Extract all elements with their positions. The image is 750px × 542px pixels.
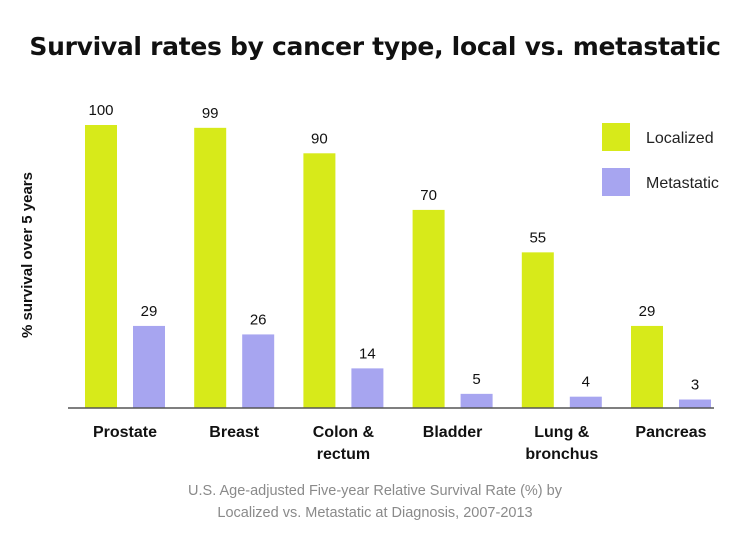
y-axis-label: % survival over 5 years <box>19 172 36 338</box>
bar-metastatic-3 <box>460 393 493 408</box>
x-tick-label-2-1: rectum <box>317 446 370 463</box>
chart-caption: U.S. Age-adjusted Five-year Relative Sur… <box>0 480 750 524</box>
legend-label-localized: Localized <box>646 130 714 147</box>
caption-line-2: Localized vs. Metastatic at Diagnosis, 2… <box>217 505 533 521</box>
x-tick-label-0-0: Prostate <box>93 424 157 441</box>
y-axis-label-group: % survival over 5 years <box>19 172 36 338</box>
data-label-localized-4: 55 <box>529 229 546 246</box>
data-label-metastatic-4: 4 <box>582 374 590 391</box>
bar-localized-2 <box>303 153 336 408</box>
x-tick-label-2-0: Colon & <box>313 424 375 441</box>
data-label-localized-3: 70 <box>420 187 437 204</box>
bar-localized-3 <box>412 209 445 408</box>
bar-localized-0 <box>85 125 117 408</box>
legend-label-metastatic: Metastatic <box>646 175 719 192</box>
bar-localized-5 <box>631 325 663 408</box>
x-tick-label-1-0: Breast <box>209 424 259 441</box>
bar-localized-4 <box>521 252 554 408</box>
bar-metastatic-1 <box>242 334 275 408</box>
data-label-metastatic-0: 29 <box>141 303 158 320</box>
legend-swatch-metastatic <box>602 168 630 196</box>
chart-title: Survival rates by cancer type, local vs.… <box>29 32 721 61</box>
data-label-metastatic-5: 3 <box>691 377 699 394</box>
bar-metastatic-4 <box>569 396 602 408</box>
x-tick-label-3-0: Bladder <box>423 424 483 441</box>
bar-metastatic-2 <box>351 368 384 408</box>
data-label-metastatic-2: 14 <box>359 345 376 362</box>
x-tick-labels-group: Prostate Breast Colon & rectum Bladder Lung &… <box>93 424 707 463</box>
data-label-localized-1: 99 <box>202 105 219 122</box>
x-tick-label-5-0: Pancreas <box>635 424 706 441</box>
data-label-localized-5: 29 <box>639 303 656 320</box>
caption-line-1: U.S. Age-adjusted Five-year Relative Sur… <box>188 483 562 499</box>
data-label-metastatic-3: 5 <box>472 371 480 388</box>
x-tick-label-4-0: Lung & <box>534 424 590 441</box>
bar-metastatic-5 <box>679 399 711 408</box>
legend-swatch-localized <box>602 123 630 151</box>
bars-group <box>85 125 711 408</box>
data-label-localized-2: 90 <box>311 130 328 147</box>
data-label-localized-0: 100 <box>88 102 113 119</box>
bar-metastatic-0 <box>133 325 165 408</box>
legend: Localized Metastatic <box>602 123 719 196</box>
data-label-metastatic-1: 26 <box>250 311 267 328</box>
bar-localized-1 <box>194 127 227 408</box>
x-tick-label-4-1: bronchus <box>525 446 598 463</box>
